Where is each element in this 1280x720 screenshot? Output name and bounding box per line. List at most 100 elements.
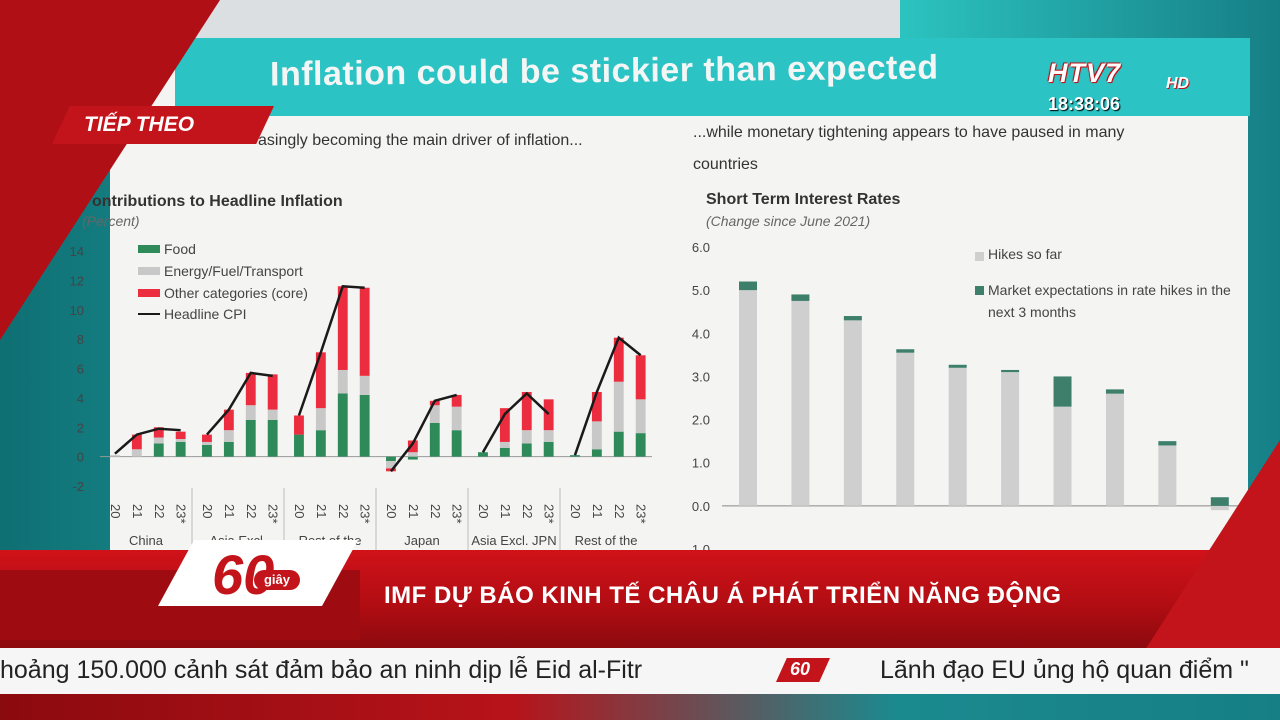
- left-chart-unit: (Percent): [82, 213, 140, 229]
- left-x-tick-label: 20: [384, 504, 399, 518]
- bar-segment-food: [635, 433, 646, 457]
- bar-segment-food: [407, 456, 418, 460]
- bar-segment-energy: [451, 406, 462, 431]
- left-x-tick-label: 20: [568, 504, 583, 518]
- left-x-tick-label: 22: [244, 504, 259, 518]
- headline-cpi-line: [481, 391, 550, 453]
- bar-segment-food: [613, 431, 624, 457]
- bar-segment-food: [359, 394, 370, 457]
- left-panel-subtitle: asingly becoming the main driver of infl…: [258, 132, 583, 149]
- expectation-bar: [1105, 389, 1124, 394]
- left-x-tick-label: 20: [292, 504, 307, 518]
- headline-cpi-line: [389, 393, 457, 473]
- bar-segment-core: [543, 399, 554, 431]
- left-x-tick-label: 20: [476, 504, 491, 518]
- bar-segment-energy: [223, 430, 234, 442]
- left-group-label: Asia Excl. JPN: [471, 533, 556, 548]
- news-headline: IMF DỰ BÁO KINH TẾ CHÂU Á PHÁT TRIỂN NĂN…: [384, 582, 1062, 609]
- hikes-bar: [739, 290, 757, 506]
- left-x-tick-label: 23*: [174, 504, 189, 524]
- hikes-bar: [1001, 372, 1020, 506]
- bar-segment-food: [245, 419, 256, 457]
- expectation-bar: [896, 349, 915, 353]
- bar-segment-energy: [543, 430, 554, 442]
- legend-hikes-swatch: [975, 252, 984, 261]
- ticker-separator-logo: 60: [776, 658, 830, 682]
- left-group-label: Rest of the: [575, 533, 638, 548]
- up-next-label: TIẾP THEO: [84, 113, 195, 136]
- left-y-tick-label: 4: [77, 391, 84, 406]
- left-x-tick-label: 23*: [542, 504, 557, 524]
- right-chart-unit: (Change since June 2021): [706, 213, 871, 229]
- hikes-bar: [1053, 406, 1072, 506]
- left-y-tick-label: 12: [70, 273, 84, 288]
- bar-segment-energy: [267, 409, 278, 420]
- legend-energy-label: Energy/Fuel/Transport: [164, 263, 303, 279]
- right-y-tick-label: 2.0: [692, 413, 710, 428]
- bar-segment-energy: [315, 408, 326, 431]
- bar-segment-energy: [131, 449, 142, 457]
- left-group-label: China: [129, 533, 164, 548]
- expectation-bar: [1053, 376, 1072, 407]
- left-x-tick-label: 21: [498, 504, 513, 518]
- expectation-bar: [843, 316, 862, 321]
- left-x-tick-label: 20: [200, 504, 215, 518]
- ticker-item-1: hoảng 150.000 cảnh sát đảm bảo an ninh d…: [0, 656, 643, 684]
- ticker-logo-text: 60: [790, 659, 811, 679]
- left-x-tick-label: 21: [314, 504, 329, 518]
- left-group-label: Japan: [404, 533, 439, 548]
- expectation-bar: [1001, 369, 1020, 373]
- bar-segment-core: [521, 392, 532, 431]
- left-x-tick-label: 20: [108, 504, 123, 518]
- left-x-tick-label: 22: [428, 504, 443, 518]
- bar-segment-core: [202, 434, 212, 442]
- legend-food-label: Food: [164, 241, 196, 257]
- hikes-bar: [948, 367, 967, 506]
- bar-segment-food: [315, 430, 326, 457]
- right-y-tick-label: 3.0: [692, 369, 710, 384]
- bottom-strip: [0, 694, 1280, 720]
- left-x-tick-label: 21: [222, 504, 237, 518]
- headline-cpi-line: [206, 371, 273, 436]
- bar-segment-energy: [591, 421, 602, 450]
- left-x-tick-label: 22: [336, 504, 351, 518]
- broadcast-clock: 18:38:06: [1048, 94, 1121, 114]
- screen-top-edge: [180, 0, 900, 40]
- expectation-bar: [791, 294, 810, 301]
- right-y-tick-label: 1.0: [692, 456, 710, 471]
- right-chart-title: Short Term Interest Rates: [706, 191, 901, 208]
- bar-segment-core: [337, 286, 348, 370]
- left-x-tick-label: 22: [152, 504, 167, 518]
- bar-segment-food: [202, 444, 212, 457]
- hd-badge: HD: [1166, 75, 1190, 92]
- right-y-tick-label: 4.0: [692, 326, 710, 341]
- bar-segment-food: [570, 455, 580, 457]
- htv7-logo-text: HTV7: [1048, 58, 1122, 88]
- legend-expectations-swatch: [975, 286, 984, 295]
- bar-segment-core: [635, 355, 646, 400]
- right-panel-subtitle-line2: countries: [693, 156, 758, 173]
- bar-segment-food: [521, 443, 532, 457]
- bar-segment-core: [315, 352, 326, 409]
- right-y-tick-label: 5.0: [692, 283, 710, 298]
- ticker-item-2: Lãnh đạo EU ủng hộ quan điểm ": [880, 656, 1249, 684]
- bar-segment-core: [175, 431, 186, 439]
- left-x-tick-label: 21: [130, 504, 145, 518]
- left-chart-title: ontributions to Headline Inflation: [92, 193, 343, 210]
- left-y-tick-label: 10: [70, 303, 84, 318]
- bar-segment-core: [131, 434, 142, 450]
- left-x-tick-label: 23*: [634, 504, 649, 524]
- bar-segment-core: [267, 374, 278, 410]
- bar-segment-energy: [407, 452, 418, 457]
- slide-title-banner: [175, 38, 1250, 116]
- left-y-tick-label: 0: [77, 450, 84, 465]
- bar-segment-energy: [337, 369, 348, 394]
- bar-segment-energy: [359, 375, 370, 395]
- bar-segment-energy: [110, 455, 120, 457]
- bar-segment-energy: [175, 439, 186, 442]
- bar-segment-energy: [429, 405, 440, 423]
- up-next-tag: TIẾP THEO: [52, 106, 274, 144]
- legend-core-label: Other categories (core): [164, 285, 308, 301]
- hikes-bar: [1210, 505, 1229, 511]
